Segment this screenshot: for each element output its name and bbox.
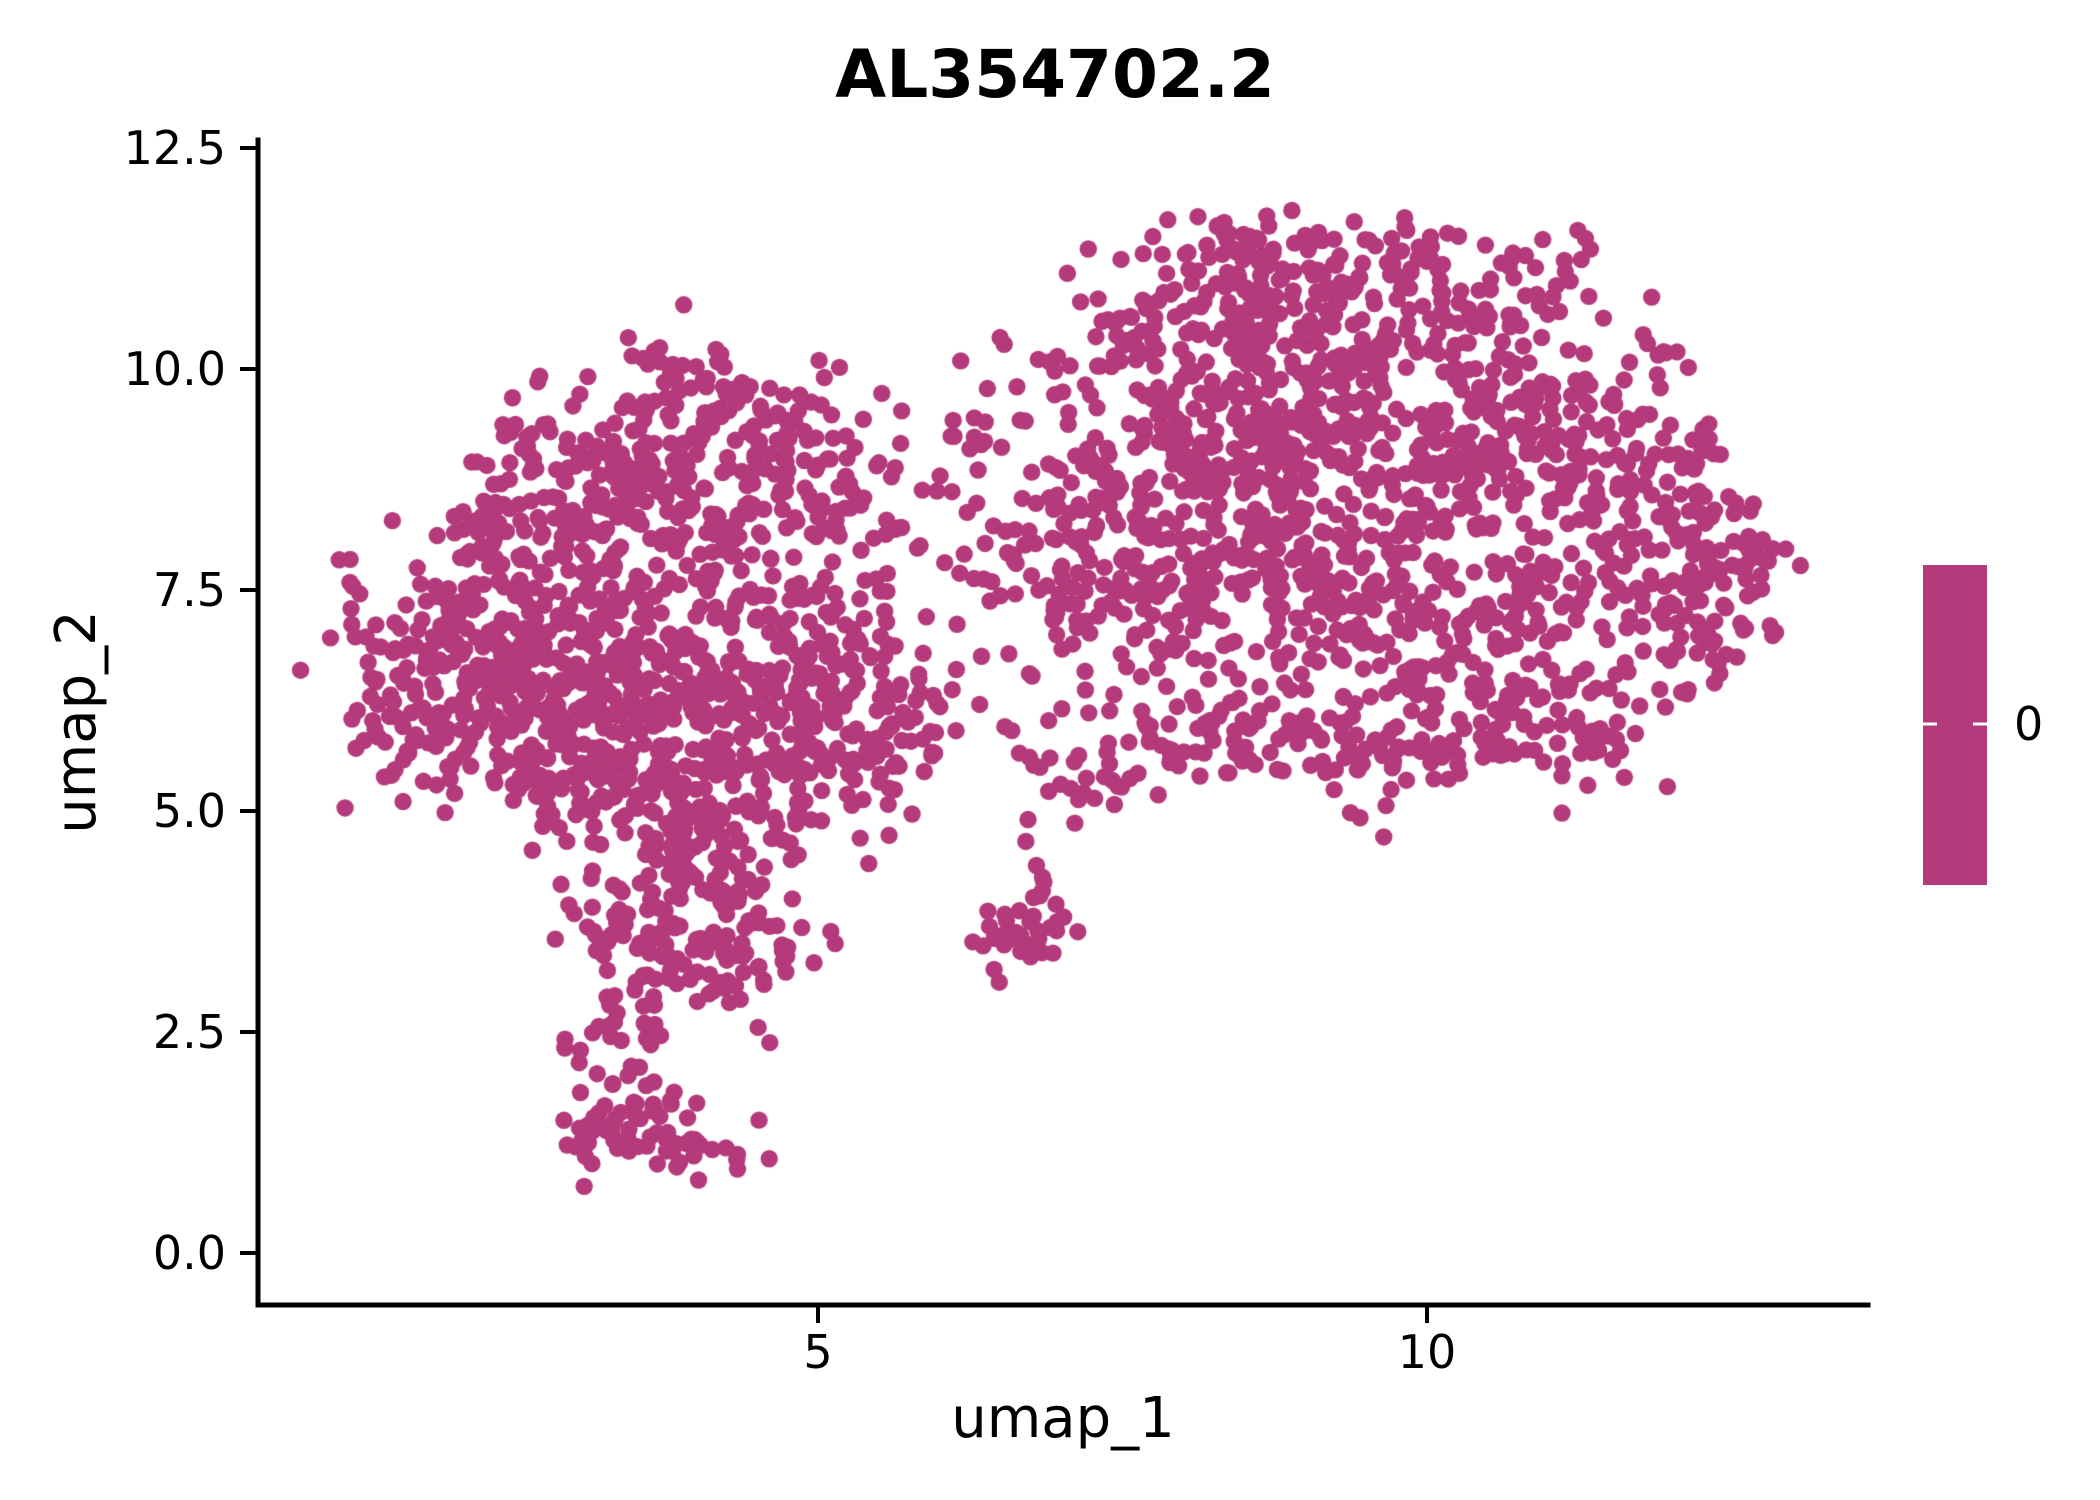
colorbar-tick-label: 0 (2014, 697, 2043, 751)
colorbar-legend: 0 (1923, 565, 2043, 885)
y-tick-label: 5.0 (153, 784, 226, 838)
y-axis-label: umap_2 (44, 610, 109, 834)
y-tick-labels: 12.5 10.0 7.5 5.0 2.5 0.0 (124, 121, 226, 1280)
x-tick-label: 10 (1398, 1325, 1457, 1379)
y-tick-label: 12.5 (124, 121, 226, 175)
y-tick-label: 2.5 (153, 1005, 226, 1059)
x-tick-labels: 5 10 (803, 1325, 1456, 1379)
x-tick-label: 5 (803, 1325, 832, 1379)
x-axis: 5 10 umap_1 (255, 1302, 1871, 1451)
y-tick-marks (240, 146, 258, 1255)
plot-title: AL354702.2 (835, 36, 1275, 113)
y-tick-label: 0.0 (153, 1226, 226, 1280)
y-axis: 12.5 10.0 7.5 5.0 2.5 0.0 umap_2 (44, 121, 261, 1308)
y-tick-label: 7.5 (153, 563, 226, 617)
x-tick-marks (816, 1305, 1429, 1323)
y-tick-label: 10.0 (124, 342, 226, 396)
x-axis-label: umap_1 (951, 1386, 1175, 1451)
